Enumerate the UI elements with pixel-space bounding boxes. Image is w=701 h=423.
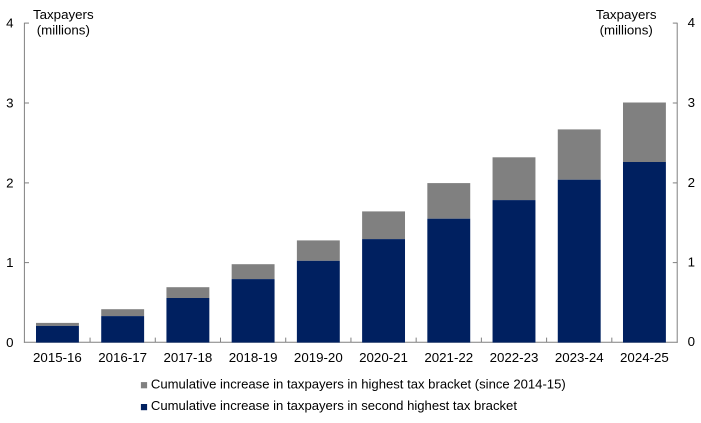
- svg-text:2016-17: 2016-17: [98, 350, 147, 365]
- svg-text:4: 4: [6, 16, 13, 31]
- svg-text:2: 2: [688, 175, 695, 190]
- svg-text:2017-18: 2017-18: [163, 350, 212, 365]
- svg-text:2018-19: 2018-19: [229, 350, 278, 365]
- svg-text:2023-24: 2023-24: [555, 350, 604, 365]
- svg-text:2020-21: 2020-21: [359, 350, 408, 365]
- svg-text:2015-16: 2015-16: [33, 350, 82, 365]
- svg-text:(millions): (millions): [37, 23, 90, 38]
- svg-text:2021-22: 2021-22: [424, 350, 473, 365]
- svg-text:Cumulative increase in taxpaye: Cumulative increase in taxpayers in seco…: [151, 398, 517, 413]
- svg-text:(millions): (millions): [600, 23, 653, 38]
- svg-text:2024-25: 2024-25: [620, 350, 669, 365]
- svg-text:2022-23: 2022-23: [490, 350, 539, 365]
- svg-text:0: 0: [688, 334, 695, 349]
- svg-text:2019-20: 2019-20: [294, 350, 343, 365]
- svg-text:1: 1: [688, 255, 695, 270]
- svg-text:Taxpayers: Taxpayers: [596, 7, 657, 22]
- svg-text:Cumulative increase in taxpaye: Cumulative increase in taxpayers in high…: [151, 376, 566, 391]
- svg-text:Taxpayers: Taxpayers: [33, 7, 94, 22]
- svg-text:2: 2: [6, 176, 13, 191]
- svg-text:0: 0: [6, 335, 13, 350]
- svg-text:3: 3: [6, 96, 13, 111]
- svg-text:1: 1: [6, 255, 13, 270]
- svg-text:4: 4: [688, 15, 695, 30]
- svg-text:3: 3: [688, 95, 695, 110]
